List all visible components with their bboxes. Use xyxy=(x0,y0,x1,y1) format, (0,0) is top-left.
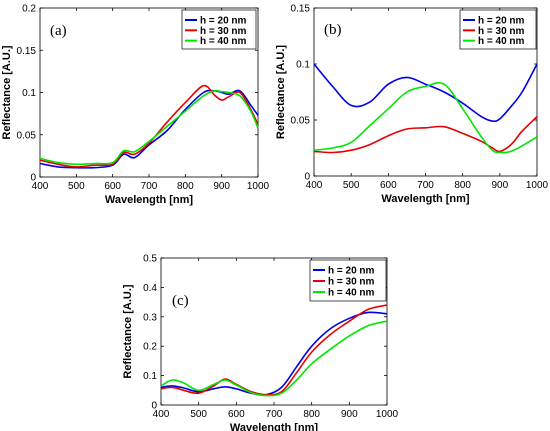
panel-c-y-tick-label: 0.4 xyxy=(143,283,157,294)
panel-c-x-axis-label: Wavelength [nm] xyxy=(230,422,319,431)
panel-b-legend-entry-1: h = 20 nm xyxy=(478,16,525,27)
panel-a-y-tick-label: 0.05 xyxy=(17,130,37,141)
panel-b-y-tick-label: 0.15 xyxy=(291,4,311,15)
panel-a-x-tick-label: 1000 xyxy=(247,181,270,192)
panel-a-legend-entry-2: h = 30 nm xyxy=(200,26,247,37)
panel-c-y-tick-label: 0.5 xyxy=(143,254,157,265)
panel-a-series-line-3 xyxy=(39,89,259,166)
panel-c-x-tick-label: 800 xyxy=(303,409,320,420)
panel-c-series-line-3 xyxy=(160,320,388,397)
panel-a-panel-label: (a) xyxy=(50,23,67,39)
panel-b-x-tick-label: 800 xyxy=(454,180,471,191)
panel-a-y-tick-label: 0.2 xyxy=(22,4,36,15)
panel-a-series-line-2 xyxy=(39,84,259,168)
panel-b-series-line-3 xyxy=(313,81,538,154)
panel-c-y-tick-label: 0.1 xyxy=(143,371,157,382)
panel-b-x-tick-label: 400 xyxy=(306,180,323,191)
panel-a-x-tick-label: 600 xyxy=(104,181,121,192)
panel-a-legend-entry-1: h = 20 nm xyxy=(200,16,247,27)
panel-b-y-tick-label: 0.05 xyxy=(291,116,311,127)
panel-c-x-tick-label: 600 xyxy=(228,409,245,420)
panel-b-series-line-1 xyxy=(313,63,538,123)
panel-a-legend-entry-3: h = 40 nm xyxy=(200,36,247,47)
panel-b-series-line-2 xyxy=(313,116,538,154)
panel-c-x-tick-label: 700 xyxy=(266,409,283,420)
panel-a-y-axis-label: Reflectance [A.U.] xyxy=(1,45,13,139)
panel-b-legend-entry-3: h = 40 nm xyxy=(478,36,525,47)
panel-c-x-tick-label: 900 xyxy=(341,409,358,420)
panel-a-x-tick-label: 400 xyxy=(32,181,49,192)
panel-a-y-tick-label: 0.1 xyxy=(22,88,36,99)
panel-c-y-tick-label: 0.3 xyxy=(143,312,157,323)
panel-b-y-axis-label: Reflectance [A.U.] xyxy=(275,45,287,139)
panel-c-y-tick-label: 0.2 xyxy=(143,342,157,353)
panel-b-panel-label: (b) xyxy=(324,22,342,38)
panel-c-y-axis-label: Reflectance [A.U.] xyxy=(122,284,134,378)
panel-c-legend-entry-2: h = 30 nm xyxy=(328,277,375,288)
panel-b-y-tick-label: 0 xyxy=(304,172,310,183)
panel-c-x-tick-label: 500 xyxy=(190,409,207,420)
panel-b-x-tick-label: 700 xyxy=(417,180,434,191)
panel-c-x-tick-label: 1000 xyxy=(376,409,399,420)
panel-a-y-tick-label: 0 xyxy=(30,173,36,184)
panel-b-y-tick-label: 0.1 xyxy=(296,60,310,71)
panel-a-x-tick-label: 900 xyxy=(213,181,230,192)
panel-c-panel-label: (c) xyxy=(172,293,189,309)
panel-a-x-tick-label: 500 xyxy=(68,181,85,192)
panel-b-x-tick-label: 1000 xyxy=(526,180,549,191)
panel-a-x-tick-label: 800 xyxy=(177,181,194,192)
panel-c-series-line-2 xyxy=(160,304,388,396)
panel-b-x-axis-label: Wavelength [nm] xyxy=(381,193,470,205)
panel-c-x-tick-label: 400 xyxy=(153,409,170,420)
panel-a-x-axis-label: Wavelength [nm] xyxy=(105,194,194,206)
panel-b-legend-entry-2: h = 30 nm xyxy=(478,26,525,37)
panel-a-y-tick-label: 0.15 xyxy=(17,46,37,57)
panel-b-x-tick-label: 500 xyxy=(343,180,360,191)
panel-b-x-tick-label: 600 xyxy=(380,180,397,191)
panel-b-x-tick-label: 900 xyxy=(491,180,508,191)
panel-c-y-tick-label: 0 xyxy=(151,401,157,412)
panel-c-legend-entry-3: h = 40 nm xyxy=(328,288,375,299)
panel-a-x-tick-label: 700 xyxy=(141,181,158,192)
panel-c-legend-entry-1: h = 20 nm xyxy=(328,266,375,277)
